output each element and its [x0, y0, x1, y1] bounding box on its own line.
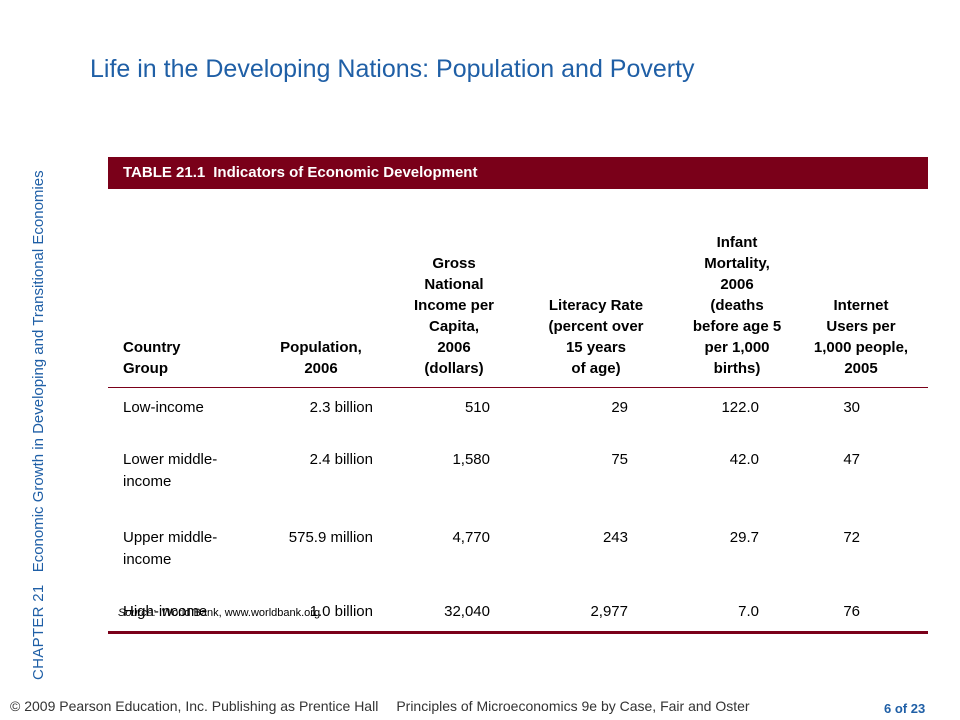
cell-literacy: 2,977 [590, 603, 628, 620]
cell-infant-mortality: 122.0 [721, 399, 759, 416]
chapter-title: Economic Growth in Developing and Transi… [30, 170, 47, 573]
book-credit: Principles of Microeconomics 9e by Case,… [396, 698, 750, 714]
chapter-number: CHAPTER 21 [30, 584, 47, 680]
table-caption: TABLE 21.1 Indicators of Economic Develop… [108, 157, 928, 189]
indicators-table: TABLE 21.1 Indicators of Economic Develop… [108, 157, 928, 634]
slide-footer: © 2009 Pearson Education, Inc. Publishin… [10, 698, 750, 714]
column-header-population: Population, 2006 [280, 339, 362, 377]
cell-gni: 4,770 [452, 529, 490, 546]
cell-internet-users: 30 [843, 399, 860, 416]
table-source: Source: World Bank, www.worldbank.org [118, 607, 320, 619]
cell-population: 2.4 billion [309, 451, 373, 468]
cell-literacy: 29 [611, 399, 628, 416]
cell-population: 2.3 billion [309, 399, 373, 416]
column-header-literacy: Literacy Rate (percent over 15 years of … [548, 297, 644, 377]
cell-literacy: 243 [602, 529, 628, 546]
chapter-sidebar: CHAPTER 21 Economic Growth in Developing… [30, 170, 47, 680]
cell-country-group: High-income [123, 603, 208, 620]
cell-population: 575.9 million [288, 529, 373, 546]
source-label: Source: [118, 607, 156, 619]
column-header-infant-mortality: Infant Mortality, 2006 (deaths before ag… [692, 234, 782, 377]
cell-population: 1.0 billion [309, 603, 373, 620]
cell-country-group: Lower middle- income [123, 451, 218, 490]
slide-title: Life in the Developing Nations: Populati… [90, 55, 695, 83]
cell-gni: 32,040 [444, 603, 490, 620]
table-body: Low-income 2.3 billion 510 29 122.0 30 L… [108, 388, 928, 634]
cell-country-group: Upper middle- income [123, 529, 218, 568]
cell-infant-mortality: 29.7 [729, 529, 759, 546]
cell-internet-users: 47 [843, 451, 860, 468]
cell-internet-users: 76 [843, 603, 860, 620]
cell-gni: 1,580 [452, 451, 490, 468]
cell-infant-mortality: 7.0 [738, 603, 759, 620]
cell-country-group: Low-income [123, 399, 204, 416]
cell-literacy: 75 [611, 451, 628, 468]
table-caption-label: TABLE 21.1 [123, 164, 206, 181]
column-header-gni: Gross National Income per Capita, 2006 (… [413, 255, 495, 377]
table-caption-text: Indicators of Economic Development [213, 164, 478, 181]
page-number: 6 of 23 [884, 701, 926, 716]
column-header-internet-users: Internet Users per 1,000 people, 2005 [813, 297, 909, 377]
column-header-country-group: Country Group [123, 339, 181, 377]
cell-internet-users: 72 [843, 529, 860, 546]
cell-gni: 510 [464, 399, 490, 416]
source-text: World Bank, www.worldbank.org [161, 607, 321, 619]
table-header-row: Country Group Population, 2006 Gross Nat… [108, 189, 928, 388]
copyright-text: © 2009 Pearson Education, Inc. Publishin… [10, 698, 379, 714]
cell-infant-mortality: 42.0 [729, 451, 759, 468]
